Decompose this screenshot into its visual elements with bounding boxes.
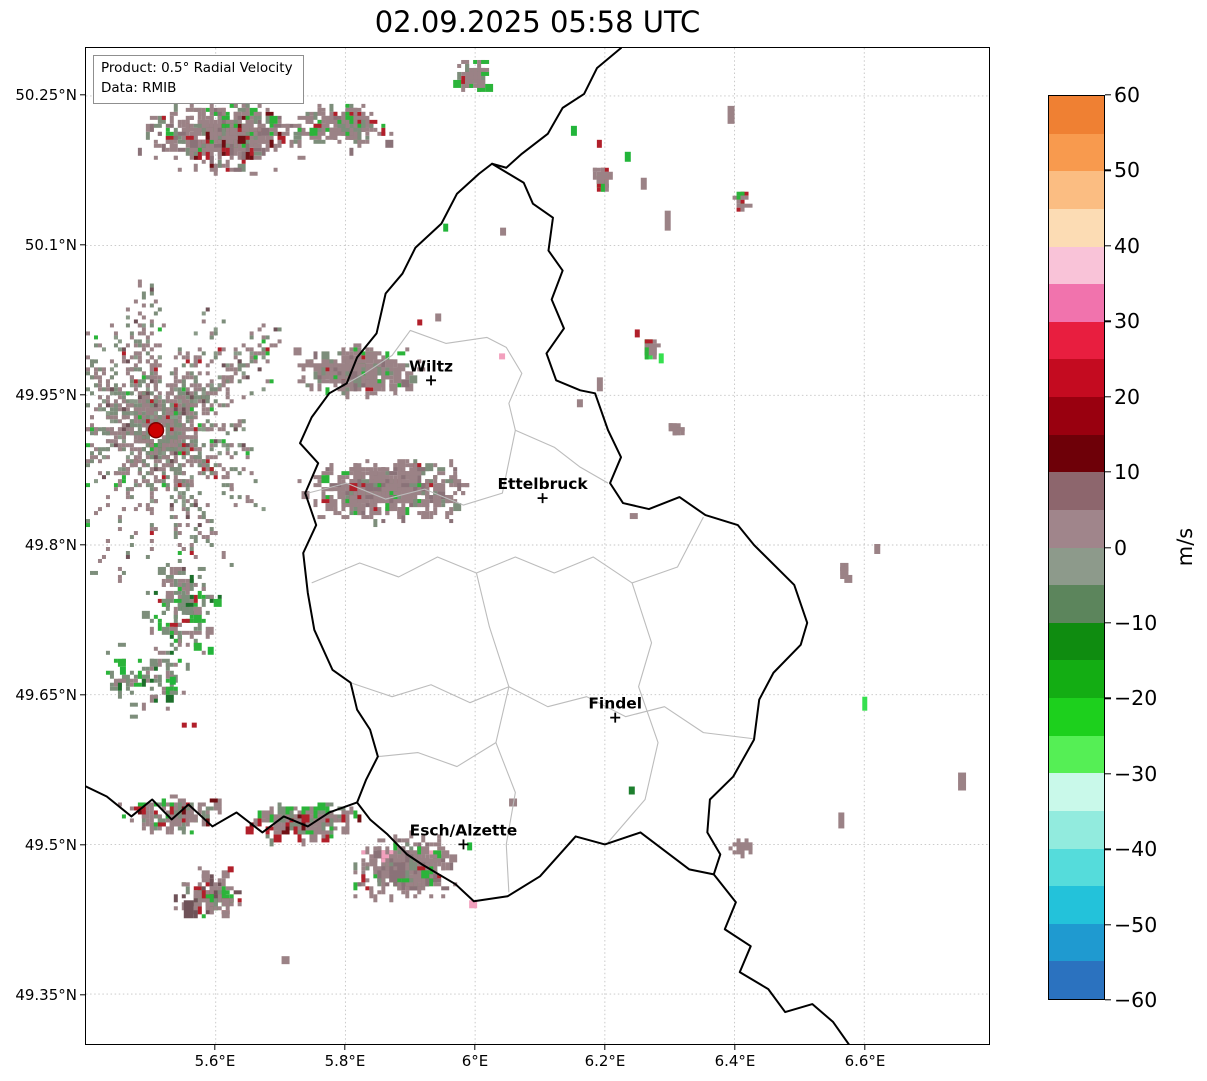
city-plus-marker (458, 839, 469, 850)
lon-tick-mark (734, 1045, 736, 1050)
lon-tick-label: 5.6°E (194, 1052, 236, 1070)
lon-tick-label: 6.6°E (844, 1052, 886, 1070)
colorbar-band (1049, 585, 1104, 623)
colorbar-tick-mark (1105, 848, 1111, 850)
colorbar-tick-mark (1105, 245, 1111, 247)
colorbar-band (1049, 622, 1104, 661)
figure-title: 02.09.2025 05:58 UTC (374, 5, 701, 39)
colorbar-band (1049, 509, 1104, 548)
colorbar-band (1049, 773, 1104, 811)
colorbar-tick-label: 60 (1114, 83, 1141, 107)
colorbar-tick-label: 0 (1114, 535, 1128, 560)
colorbar-tick-label: −60 (1114, 988, 1158, 1012)
colorbar-tick-label: −10 (1114, 610, 1158, 635)
colorbar-tick-label: −30 (1114, 761, 1158, 786)
lat-tick-label: 49.5°N (24, 836, 77, 854)
info-box: Product: 0.5° Radial Velocity Data: RMIB (93, 55, 304, 105)
colorbar-band (1049, 359, 1104, 397)
colorbar-tick-mark (1105, 999, 1111, 1001)
border-france-belgium (86, 785, 359, 834)
city-label: Findel (588, 695, 642, 713)
colorbar-band (1049, 246, 1104, 285)
lat-tick-label: 49.95°N (15, 386, 77, 404)
colorbar-unit-label: m/s (1173, 527, 1197, 567)
colorbar-tick-mark (1105, 320, 1111, 322)
colorbar-band (1049, 472, 1104, 510)
lon-tick-label: 6.4°E (714, 1052, 756, 1070)
colorbar-band (1049, 321, 1104, 360)
city-plus-marker (426, 375, 437, 386)
lat-tick-label: 49.8°N (24, 536, 77, 554)
colorbar-tick-mark (1105, 773, 1111, 775)
lat-tick-label: 50.25°N (15, 86, 77, 104)
city-plus-marker (610, 712, 621, 723)
city-markers: Wiltz Ettelbruck Findel Esch/Alzette (409, 357, 642, 850)
lon-tick-mark (864, 1045, 866, 1050)
colorbar-tick-mark (1105, 697, 1111, 700)
colorbar-band (1049, 923, 1104, 962)
colorbar-tick-label: −50 (1114, 912, 1158, 937)
colorbar-band (1049, 961, 1104, 999)
info-product-line: Product: 0.5° Radial Velocity (101, 60, 293, 76)
colorbar-band (1049, 810, 1104, 849)
colorbar-tick-mark (1105, 395, 1111, 398)
colorbar-tick-mark (1105, 622, 1111, 624)
colorbar-tick-label: −20 (1114, 686, 1158, 711)
colorbar-tick-label: 50 (1114, 158, 1141, 183)
colorbar (1048, 95, 1105, 1000)
lon-tick-mark (604, 1045, 606, 1050)
lon-tick-label: 5.8°E (324, 1052, 366, 1070)
colorbar-band (1049, 886, 1104, 924)
colorbar-band (1049, 284, 1104, 322)
lon-tick-label: 6.2°E (584, 1052, 626, 1070)
colorbar-tick-mark (1105, 169, 1111, 172)
city-plus-marker (537, 493, 548, 504)
lat-tick-label: 50.1°N (24, 236, 77, 254)
city-label: Ettelbruck (497, 475, 588, 493)
info-source-line: Data: RMIB (101, 79, 177, 96)
radar-echoes (86, 59, 967, 965)
lat-tick-label: 49.35°N (15, 986, 77, 1004)
lon-tick-label: 6°E (461, 1052, 489, 1070)
colorbar-band (1049, 547, 1104, 586)
colorbar-band (1049, 434, 1104, 473)
colorbar-tick-label: 10 (1114, 460, 1141, 485)
colorbar-tick-label: −40 (1114, 837, 1158, 862)
colorbar-band (1049, 397, 1104, 435)
colorbar-tick-mark (1105, 94, 1111, 96)
city-label: Esch/Alzette (410, 821, 518, 839)
colorbar-tick-mark (1105, 471, 1111, 473)
radar-map-canvas: Wiltz Ettelbruck Findel Esch/Alzette (86, 48, 989, 1044)
radar-site-dot (147, 421, 165, 439)
colorbar-tick-mark (1105, 923, 1111, 926)
border-france-germany (712, 873, 850, 1044)
map-plot: Wiltz Ettelbruck Findel Esch/Alzette Produc… (85, 47, 990, 1045)
lat-tick-label: 49.65°N (15, 686, 77, 704)
border-belgium-germany (491, 48, 623, 169)
colorbar-tick-label: 20 (1114, 384, 1141, 409)
lon-tick-mark (344, 1045, 346, 1050)
colorbar-band (1049, 171, 1104, 209)
lon-tick-mark (214, 1045, 216, 1050)
colorbar-band (1049, 96, 1104, 134)
colorbar-tick-label: 30 (1114, 309, 1141, 334)
lon-tick-mark (474, 1045, 476, 1050)
country-borders (86, 48, 850, 1044)
colorbar-band (1049, 735, 1104, 774)
colorbar-band (1049, 848, 1104, 887)
colorbar-tick-mark (1105, 546, 1111, 549)
district-borders (307, 329, 753, 893)
colorbar-band (1049, 133, 1104, 172)
colorbar-band (1049, 698, 1104, 736)
city-label: Wiltz (409, 357, 453, 375)
border-luxembourg (299, 162, 809, 903)
colorbar-tick-label: 40 (1114, 233, 1141, 258)
colorbar-band (1049, 208, 1104, 247)
colorbar-band (1049, 660, 1104, 698)
